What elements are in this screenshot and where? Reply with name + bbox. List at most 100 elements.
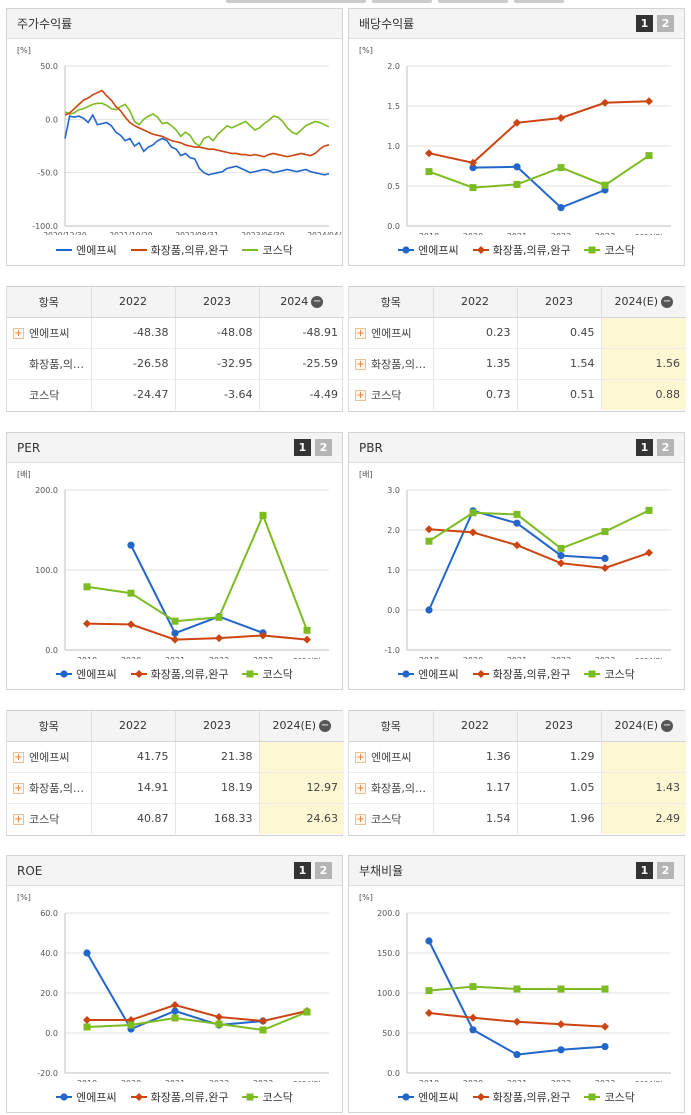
- data-point: [425, 168, 433, 176]
- y-tick-label: 100.0: [377, 989, 400, 998]
- unit-label: [%]: [17, 893, 31, 902]
- data-point: [513, 541, 521, 550]
- x-tick-label: 2022: [551, 1079, 571, 1082]
- legend-item[interactable]: 코스닥: [584, 1089, 635, 1105]
- legend-item[interactable]: 코스닥: [584, 666, 635, 682]
- expand-icon[interactable]: +: [13, 328, 24, 339]
- data-point: [259, 511, 267, 519]
- panel-title: PBR: [359, 440, 383, 455]
- expand-icon[interactable]: +: [355, 814, 366, 826]
- collapse-icon[interactable]: −: [661, 296, 674, 309]
- page-2-button[interactable]: 2: [657, 439, 674, 456]
- legend-item[interactable]: 엔에프씨: [398, 1089, 459, 1105]
- legend-item[interactable]: 엔에프씨: [398, 242, 459, 258]
- page-2-button[interactable]: 2: [657, 862, 674, 879]
- data-point: [425, 937, 433, 945]
- y-tick-label: 0.0: [45, 115, 58, 124]
- legend-item[interactable]: 화장품,의류,완구: [472, 1089, 570, 1105]
- data-point: [134, 670, 143, 678]
- legend-item[interactable]: 코스닥: [242, 666, 293, 682]
- y-tick-label: -100.0: [32, 222, 58, 231]
- y-tick-label: 1.5: [387, 102, 400, 111]
- cell: 2.49: [600, 802, 686, 834]
- table-row: + 엔에프씨 0.23 0.45: [349, 316, 686, 348]
- col-item: 항목: [7, 711, 91, 742]
- expand-icon[interactable]: +: [13, 752, 24, 763]
- page-1-button[interactable]: 1: [636, 862, 653, 879]
- legend-item[interactable]: 엔에프씨: [56, 666, 117, 682]
- expand-icon[interactable]: +: [13, 783, 24, 794]
- expand-icon[interactable]: +: [355, 783, 366, 794]
- expand-icon[interactable]: +: [355, 359, 366, 370]
- debt-ratio-panel: 부채비율 1 2 [%] 200.0 150.0 100.0 50.0 0.0 2019 2…: [348, 855, 685, 1113]
- cell: 12.97: [258, 771, 344, 803]
- collapse-icon[interactable]: −: [319, 720, 332, 733]
- x-tick-label: 2023: [595, 1079, 615, 1082]
- data-point: [215, 634, 223, 643]
- page-2-button[interactable]: 2: [657, 15, 674, 32]
- x-tick-label: 2020: [463, 232, 483, 235]
- legend-item[interactable]: 엔에프씨: [56, 242, 117, 258]
- legend-item[interactable]: 화장품,의류,완구: [472, 666, 570, 682]
- legend-item[interactable]: 코스닥: [242, 1089, 293, 1105]
- x-tick-label: 2022/08/31: [175, 231, 218, 235]
- cell: -24.47: [90, 378, 175, 410]
- y-tick-label: 2.0: [387, 526, 400, 535]
- y-tick-label: 0.0: [45, 646, 58, 655]
- cell: 0.51: [516, 378, 601, 410]
- x-tick-label: 2022: [209, 656, 229, 659]
- pbr-table: 항목 2022 2023 2024(E) − + 엔에프씨 1.36 1.29 + 화…: [348, 710, 686, 836]
- collapse-icon[interactable]: −: [311, 296, 324, 309]
- legend-label: 엔에프씨: [418, 1091, 459, 1104]
- legend-swatch: [584, 670, 601, 678]
- data-point: [557, 1020, 565, 1029]
- cell: -26.58: [90, 347, 175, 379]
- expand-icon[interactable]: +: [13, 814, 24, 826]
- data-point: [425, 149, 433, 158]
- page-1-button[interactable]: 1: [636, 15, 653, 32]
- top-tab-1[interactable]: [226, 0, 366, 3]
- legend-item[interactable]: 코스닥: [242, 242, 293, 258]
- x-tick-label: 2024(E): [635, 657, 663, 659]
- data-point: [171, 629, 179, 637]
- expand-icon[interactable]: +: [355, 752, 366, 763]
- y-tick-label: 50.0: [40, 62, 58, 71]
- page-1-button[interactable]: 1: [636, 439, 653, 456]
- series-line: [428, 940, 606, 1056]
- page-1-button[interactable]: 1: [294, 439, 311, 456]
- collapse-icon[interactable]: −: [661, 720, 674, 733]
- unit-label: [%]: [359, 46, 373, 55]
- legend-item[interactable]: 엔에프씨: [56, 1089, 117, 1105]
- legend-item[interactable]: 화장품,의류,완구: [130, 1089, 228, 1105]
- legend-label: 화장품,의류,완구: [492, 244, 571, 257]
- cell: 1.17: [432, 771, 517, 803]
- page-1-button[interactable]: 1: [294, 862, 311, 879]
- table-row: + 화장품,의… 1.17 1.05 1.43: [349, 771, 686, 803]
- data-point: [469, 528, 477, 537]
- legend-item[interactable]: 화장품,의류,완구: [472, 242, 571, 258]
- data-point: [601, 554, 609, 562]
- legend-swatch: [472, 1093, 489, 1101]
- page-2-button[interactable]: 2: [315, 862, 332, 879]
- data-point: [557, 114, 565, 122]
- table-row: + 엔에프씨 1.36 1.29: [349, 740, 686, 772]
- legend-item[interactable]: 엔에프씨: [398, 666, 459, 682]
- page-2-button[interactable]: 2: [315, 439, 332, 456]
- data-point: [476, 670, 485, 678]
- top-tab-3[interactable]: [438, 0, 508, 3]
- y-tick-label: 50.0: [382, 1029, 400, 1038]
- row-label: 화장품,의…: [371, 357, 426, 371]
- expand-icon[interactable]: +: [355, 328, 366, 339]
- cell: [600, 316, 686, 348]
- top-tab-2[interactable]: [372, 0, 432, 3]
- data-point: [601, 985, 609, 993]
- data-point: [303, 626, 311, 634]
- expand-icon[interactable]: +: [355, 390, 366, 402]
- top-tab-4[interactable]: [514, 0, 564, 3]
- legend-item[interactable]: 코스닥: [584, 242, 635, 258]
- cell: 1.54: [432, 802, 517, 834]
- legend-item[interactable]: 화장품,의류,완구: [130, 242, 228, 258]
- y-tick-label: 1.0: [387, 142, 400, 151]
- legend-item[interactable]: 화장품,의류,완구: [130, 666, 228, 682]
- data-point: [601, 1022, 609, 1031]
